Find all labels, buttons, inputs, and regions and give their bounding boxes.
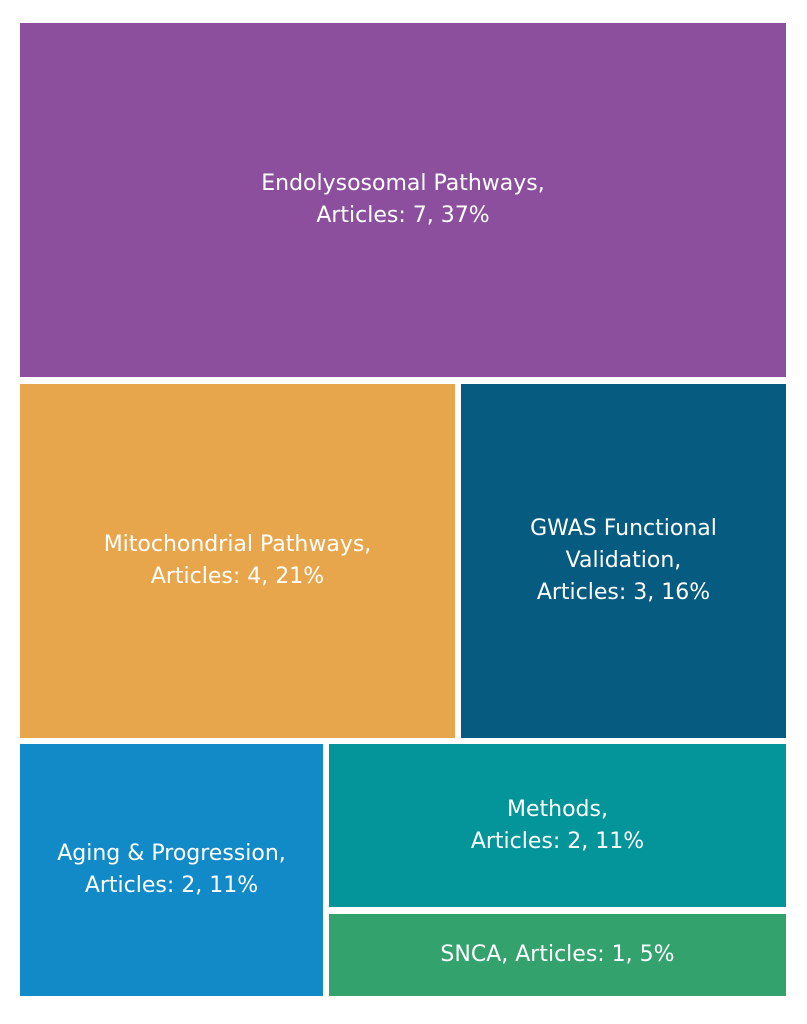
tile-label-mitochondrial-pathways: Mitochondrial Pathways, Articles: 4, 21% [103, 532, 372, 589]
tile-label-snca: SNCA, Articles: 1, 5% [440, 942, 675, 967]
tile-endolysosomal-pathways: Endolysosomal Pathways, Articles: 7, 37% [20, 23, 786, 377]
tile-label-aging-progression: Aging & Progression, Articles: 2, 11% [57, 841, 286, 898]
tile-snca: SNCA, Articles: 1, 5% [329, 914, 786, 996]
tile-label-methods: Methods, Articles: 2, 11% [470, 796, 645, 854]
tile-gwas-functional-validation: GWAS Functional Validation, Articles: 3,… [461, 384, 786, 738]
tile-label-endolysosomal-pathways: Endolysosomal Pathways, Articles: 7, 37% [261, 171, 545, 228]
tile-aging-progression: Aging & Progression, Articles: 2, 11% [20, 744, 323, 996]
tile-label-gwas-functional-validation: GWAS Functional Validation, Articles: 3,… [530, 516, 717, 605]
tile-mitochondrial-pathways: Mitochondrial Pathways, Articles: 4, 21% [20, 384, 455, 738]
tile-methods: Methods, Articles: 2, 11% [329, 744, 786, 907]
